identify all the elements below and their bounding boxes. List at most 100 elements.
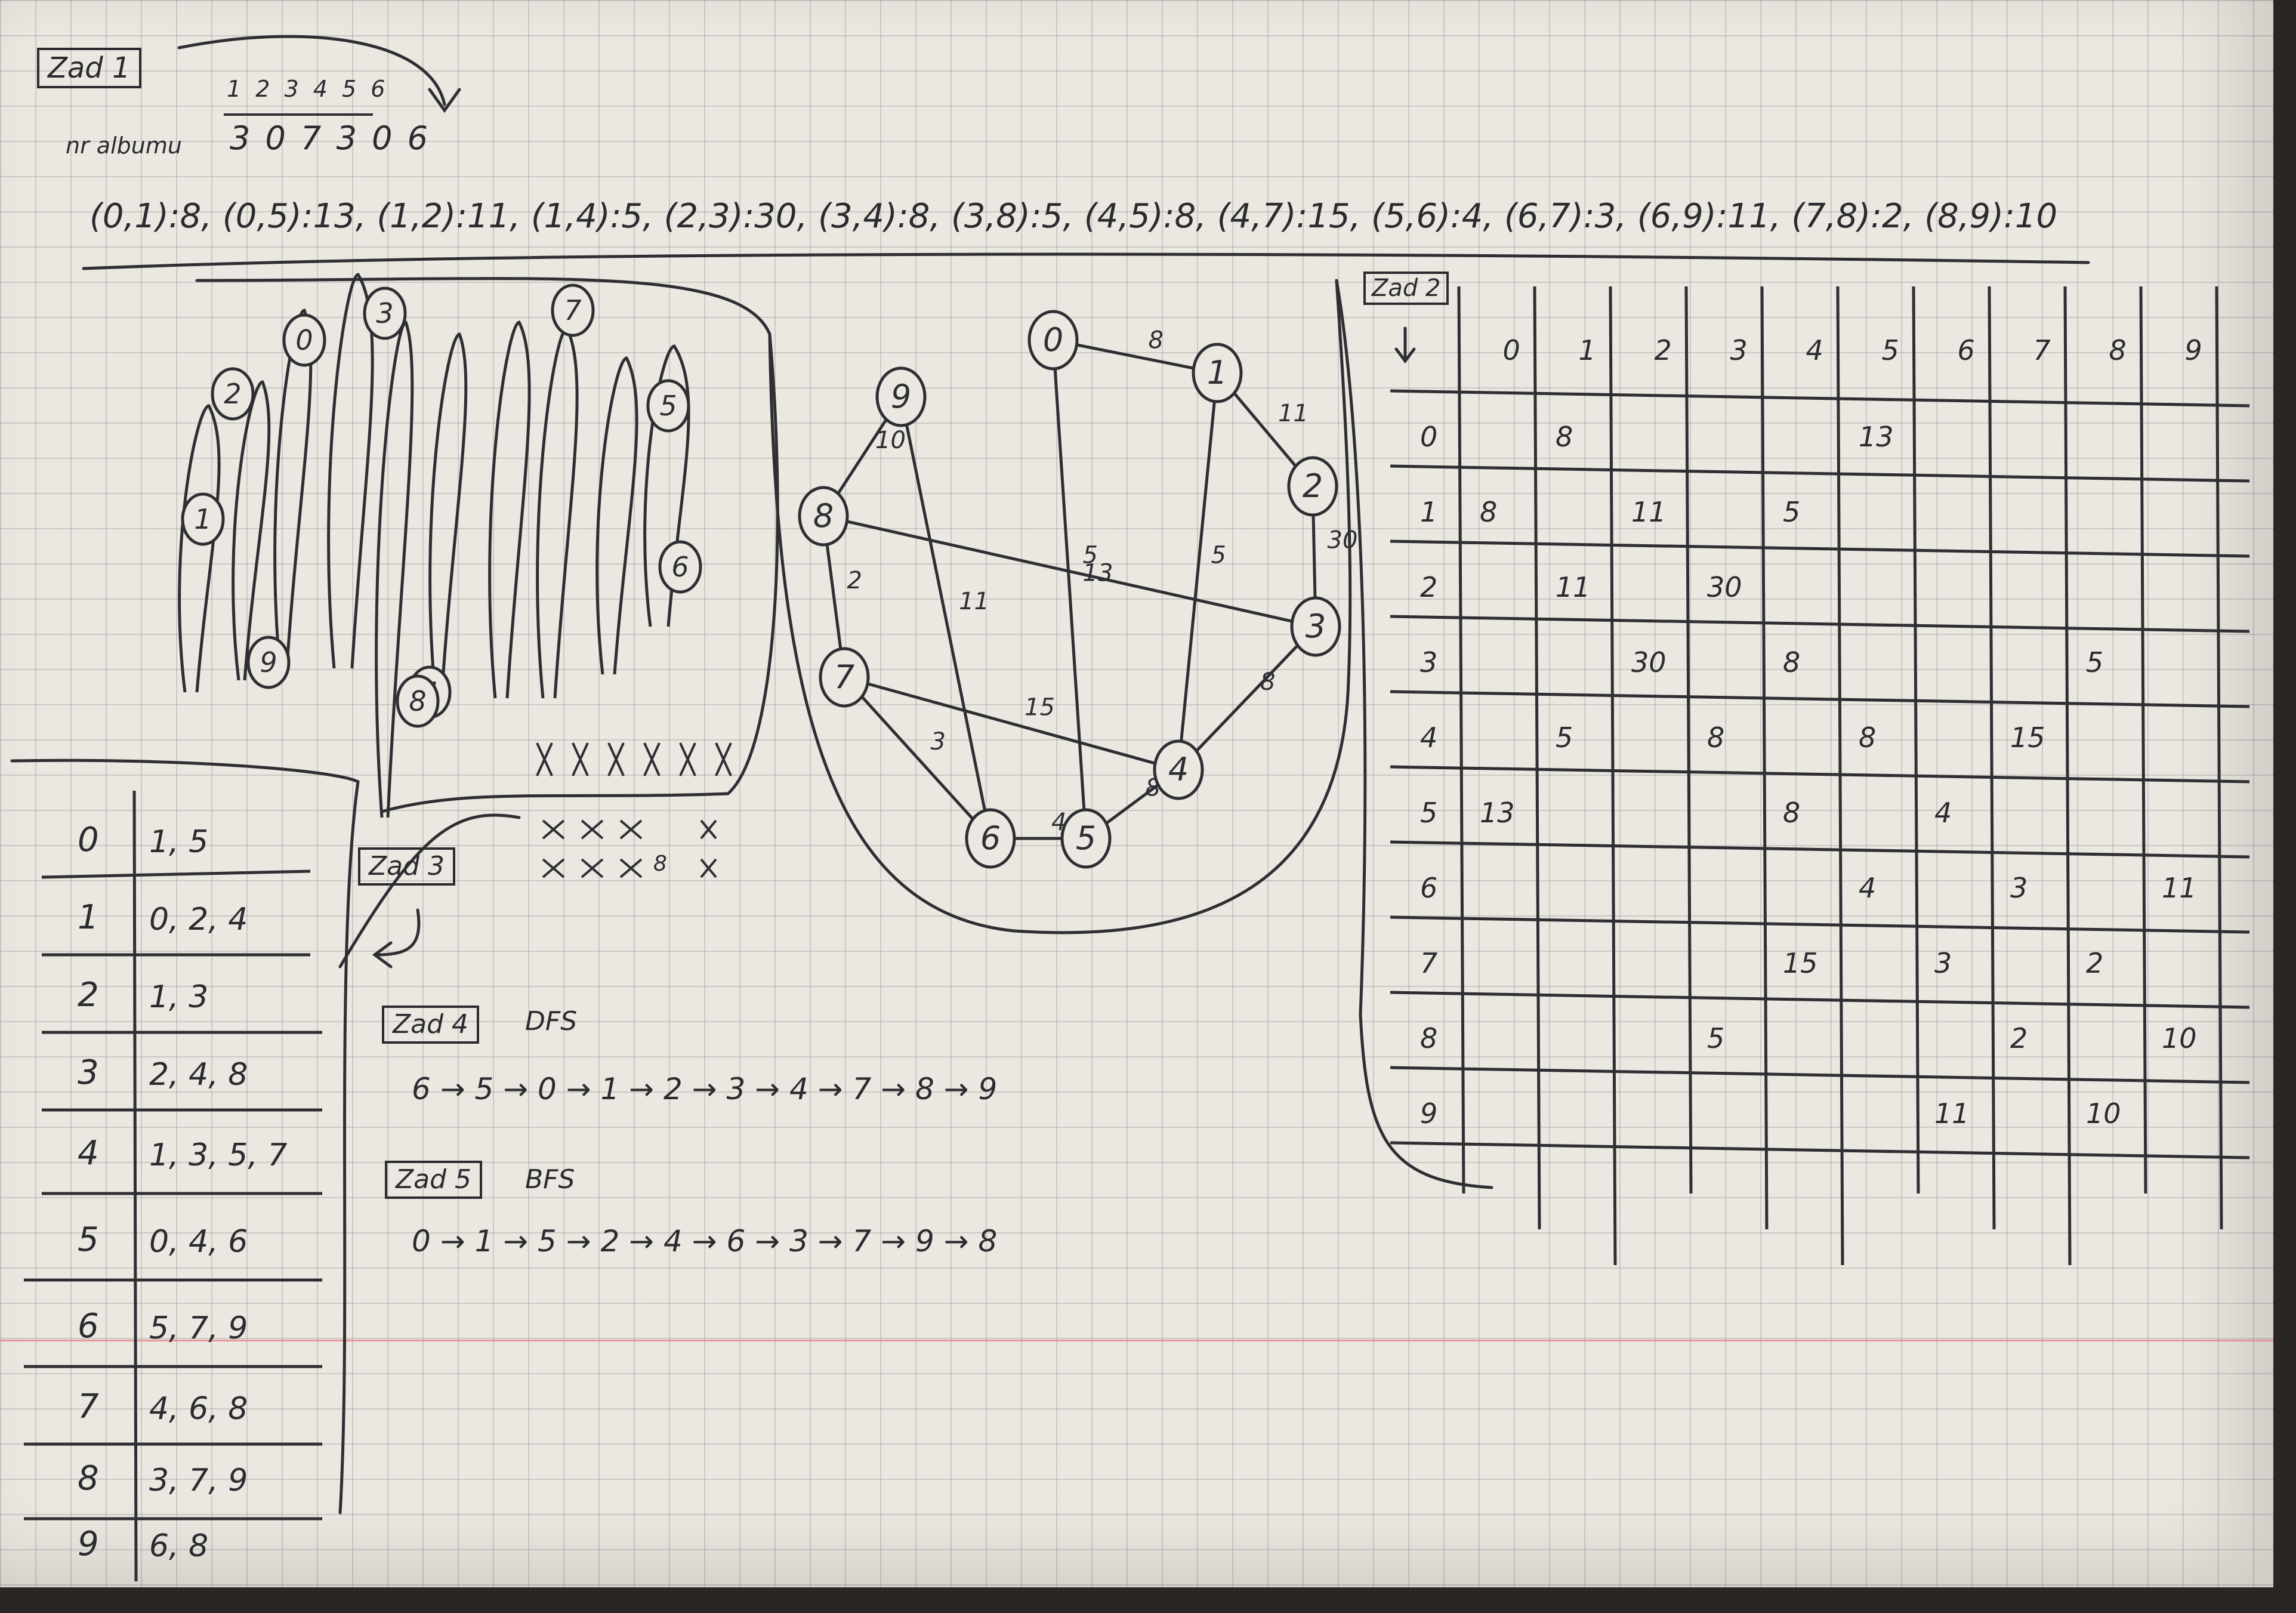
adjacency-neighbors: 6, 8 <box>149 1528 209 1564</box>
graph-node <box>1287 456 1338 517</box>
matrix-cell: 8 <box>1556 421 1573 453</box>
sketch-loop <box>536 326 579 699</box>
sketch-node-label: 2 <box>224 378 241 410</box>
matrix-vertical-line <box>1912 286 1920 1194</box>
adjacency-neighbors: 4, 6, 8 <box>149 1391 248 1427</box>
adjacency-vertex: 6 <box>78 1307 99 1346</box>
adjacency-vertex: 2 <box>78 976 99 1014</box>
adjacency-vertex: 8 <box>78 1459 99 1498</box>
graph-region-border <box>768 279 1352 935</box>
graph-node-label: 0 <box>1043 321 1063 359</box>
matrix-col-header: 3 <box>1730 334 1748 366</box>
graph-node-label: 2 <box>1303 467 1323 505</box>
graph-edge-weight: 5 <box>1211 542 1226 569</box>
sketch-node-label: 0 <box>295 324 313 356</box>
matrix-vertical-line <box>2215 286 2223 1230</box>
sketch-node <box>396 674 440 728</box>
graph-edge <box>1177 372 1219 770</box>
zad3-arrowhead <box>372 941 393 969</box>
sketch-node <box>551 283 595 337</box>
matrix-horizontal-line <box>1390 464 2250 483</box>
matrix-cell: 5 <box>1556 721 1573 754</box>
matrix-cell: 3 <box>1934 947 1952 979</box>
sketch-loop <box>428 332 468 699</box>
matrix-row-header: 5 <box>1420 797 1438 829</box>
adjacency-neighbors: 2, 4, 8 <box>149 1057 248 1093</box>
sketch-node <box>181 492 225 546</box>
matrix-cell: 8 <box>1783 646 1801 678</box>
adjacency-lines <box>24 790 322 1582</box>
matrix-horizontal-line <box>1390 615 2250 633</box>
sketch-node <box>282 313 326 367</box>
graph-node-label: 5 <box>1076 819 1096 857</box>
adjacency-neighbors: 3, 7, 9 <box>149 1463 248 1498</box>
matrix-horizontal-line <box>1390 765 2250 784</box>
graph-edge-weight: 8 <box>1149 327 1164 354</box>
matrix-vertical-line <box>1684 286 1693 1194</box>
matrix-vertical-line <box>1988 286 1996 1230</box>
adjacency-vertex: 4 <box>78 1134 99 1173</box>
margin-line <box>0 1340 2273 1341</box>
matrix-col-header: 4 <box>1806 334 1823 366</box>
matrix-cell: 8 <box>1859 721 1877 754</box>
sketch-loop <box>327 273 374 669</box>
matrix-cell: 11 <box>2162 872 2197 904</box>
graph-edge <box>823 514 1316 628</box>
matrix-cell: 4 <box>1934 797 1952 829</box>
matrix-row-header: 0 <box>1420 421 1438 453</box>
graph-edge-weight: 5 <box>1083 542 1098 569</box>
sketch-node-label: 6 <box>671 551 689 583</box>
graph-edge <box>1053 338 1218 375</box>
zad3-arrow <box>374 908 421 957</box>
header-separator <box>82 252 2090 270</box>
matrix-region-border <box>1335 279 1493 1189</box>
matrix-grid-lines <box>1390 286 2250 1266</box>
graph-node <box>1290 596 1341 657</box>
sketch-node-label: 9 <box>260 646 277 678</box>
matrix-col-header: 2 <box>1654 334 1672 366</box>
zad5-method: BFS <box>525 1164 575 1195</box>
edge-list: (0,1):8, (0,5):13, (1,2):11, (1,4):5, (2… <box>90 197 2058 236</box>
matrix-horizontal-line <box>1390 539 2250 558</box>
sketch-node-label: 3 <box>376 297 393 329</box>
sketch-loop <box>273 309 313 675</box>
matrix-horizontal-line <box>1390 840 2250 859</box>
matrix-cell: 30 <box>1631 646 1667 678</box>
sketch-node <box>658 540 702 594</box>
matrix-horizontal-line <box>1390 690 2250 708</box>
zad1-order-top: 1 2 3 4 5 6 <box>227 76 389 102</box>
left-region-border <box>10 758 360 1515</box>
graph-edge <box>843 676 992 840</box>
graph-edge <box>1177 625 1317 771</box>
zad4-sequence: 6 → 5 → 0 → 1 → 2 → 3 → 4 → 7 → 8 → 9 <box>412 1072 998 1106</box>
sketch-loop <box>488 320 531 699</box>
matrix-row-header: 1 <box>1420 496 1438 528</box>
zad1-order-bottom: 3 0 7 3 0 6 <box>230 119 430 157</box>
matrix-cell: 5 <box>1783 496 1801 528</box>
graph-edge-weight: 11 <box>959 588 989 615</box>
matrix-cell: 13 <box>1859 421 1894 453</box>
zad5-sequence: 0 → 1 → 5 → 2 → 4 → 6 → 3 → 7 → 9 → 8 <box>412 1224 998 1259</box>
zad5-label: Zad 5 <box>385 1161 483 1199</box>
matrix-horizontal-line <box>1390 1066 2250 1084</box>
sketch-loop <box>232 380 271 681</box>
matrix-horizontal-line <box>1390 991 2250 1009</box>
graph-edge-weight: 8 <box>1260 668 1275 696</box>
graph-node-label: 4 <box>1168 751 1189 788</box>
sketch-loop <box>178 404 221 693</box>
zad1-fraction-bar <box>224 113 373 116</box>
matrix-row-header: 6 <box>1420 872 1438 904</box>
matrix-col-header: 7 <box>2033 334 2051 366</box>
adjacency-vertex: 3 <box>78 1053 99 1092</box>
matrix-cell: 11 <box>1556 571 1591 603</box>
matrix-row-header: 9 <box>1420 1097 1438 1130</box>
graph-edge-weight: 11 <box>1278 400 1309 427</box>
sketch-node <box>211 367 255 421</box>
adjacency-neighbors: 0, 4, 6 <box>149 1224 248 1260</box>
matrix-cell: 5 <box>1707 1022 1725 1054</box>
matrix-cell: 11 <box>1631 496 1667 528</box>
zad4-method: DFS <box>525 1006 578 1037</box>
graph-node <box>819 647 870 708</box>
